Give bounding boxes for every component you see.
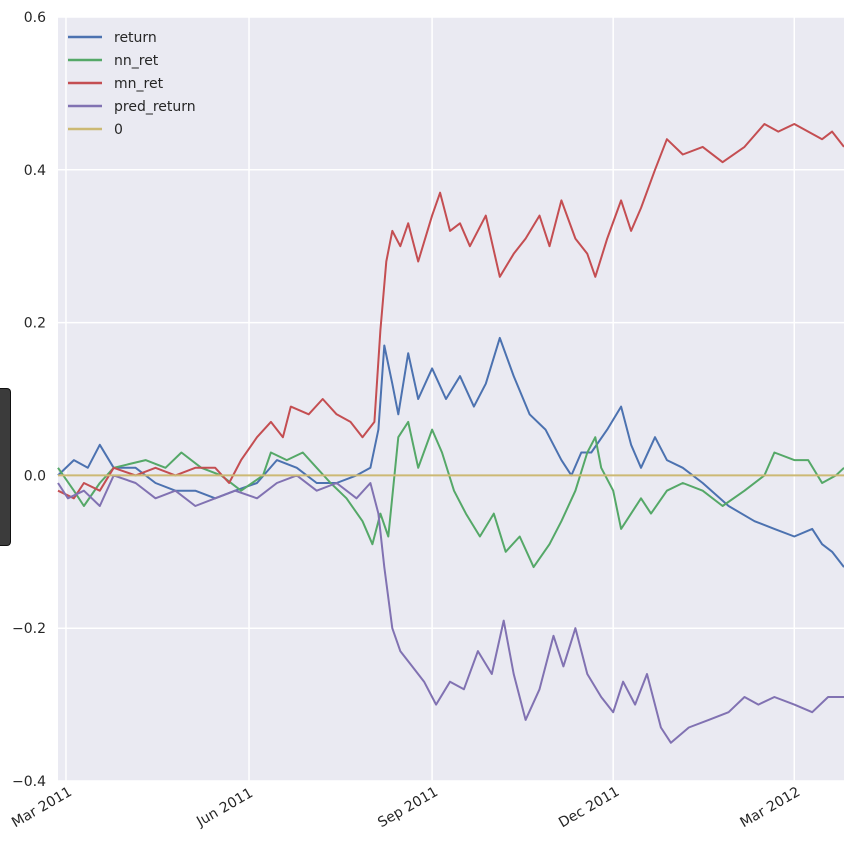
x-tick-label: Mar 2011 [9, 784, 75, 831]
x-tick-label: Jun 2011 [193, 785, 256, 830]
y-axis-ticks: −0.4 −0.2 0.0 0.2 0.4 0.6 [12, 10, 46, 790]
y-tick-label: 0.6 [24, 10, 46, 26]
y-tick-label: −0.4 [12, 774, 46, 790]
series-lines [57, 123, 844, 744]
plot-background [58, 17, 844, 781]
legend-label: return [114, 30, 157, 46]
series-line-mn-ret [57, 123, 844, 500]
legend-label: 0 [114, 122, 123, 138]
x-tick-label: Sep 2011 [375, 784, 441, 831]
legend-label: pred_return [114, 99, 196, 115]
y-tick-label: 0.0 [24, 468, 46, 484]
x-tick-label: Mar 2012 [737, 784, 803, 831]
legend-label: mn_ret [114, 76, 164, 92]
legend-label: nn_ret [114, 53, 159, 69]
series-line-pred-return [57, 474, 844, 744]
side-panel-handle[interactable] [0, 388, 11, 546]
x-axis-ticks: Mar 2011 Jun 2011 Sep 2011 Dec 2011 Mar 2012 [9, 784, 803, 831]
y-tick-label: 0.2 [24, 316, 46, 332]
x-tick-label: Dec 2011 [556, 784, 622, 831]
series-line-return [57, 336, 844, 568]
legend: return nn_ret mn_ret pred_return 0 [68, 30, 196, 138]
y-tick-label: 0.4 [24, 163, 46, 179]
y-tick-label: −0.2 [12, 621, 46, 637]
